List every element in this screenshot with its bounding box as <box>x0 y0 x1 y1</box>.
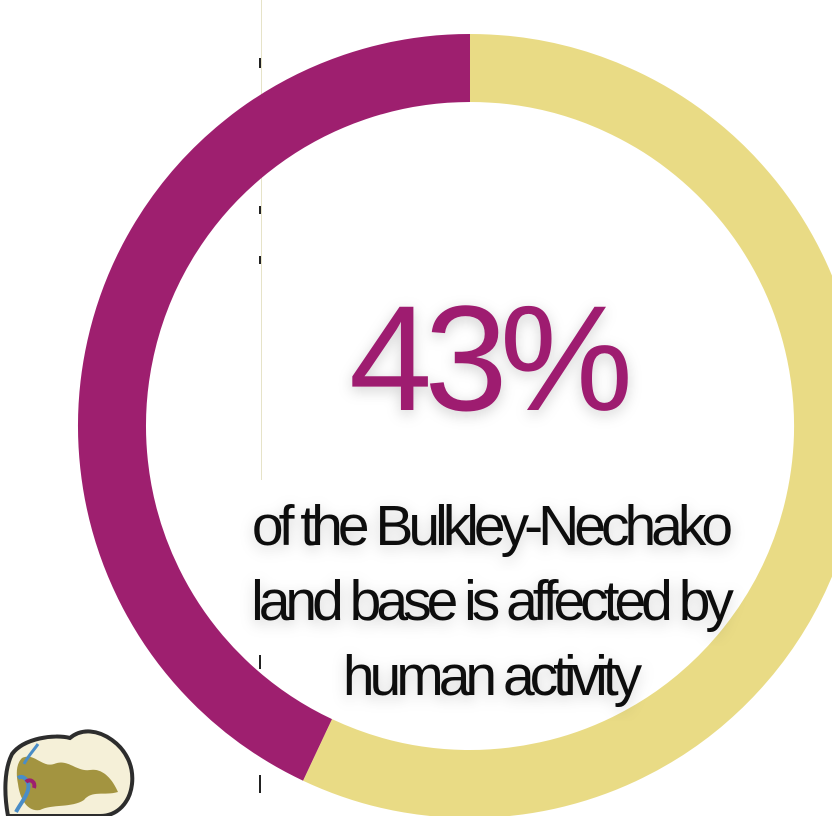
guide-dash <box>259 256 261 264</box>
guide-dash <box>259 655 261 669</box>
donut-slice-affected <box>78 34 471 781</box>
caption-line: of the Bulkley-Nechako <box>252 494 731 558</box>
guide-dash <box>259 775 261 793</box>
guide-dash <box>259 58 261 68</box>
guide-dash <box>259 206 261 214</box>
region-map-fragment <box>3 729 135 816</box>
donut-slice-remainder <box>303 34 832 816</box>
caption-line: human activity <box>343 644 643 708</box>
caption-line: land base is affected by <box>251 569 734 633</box>
guide-line <box>261 0 262 480</box>
donut-slices <box>78 34 832 816</box>
center-percentage: 43% <box>349 274 629 442</box>
